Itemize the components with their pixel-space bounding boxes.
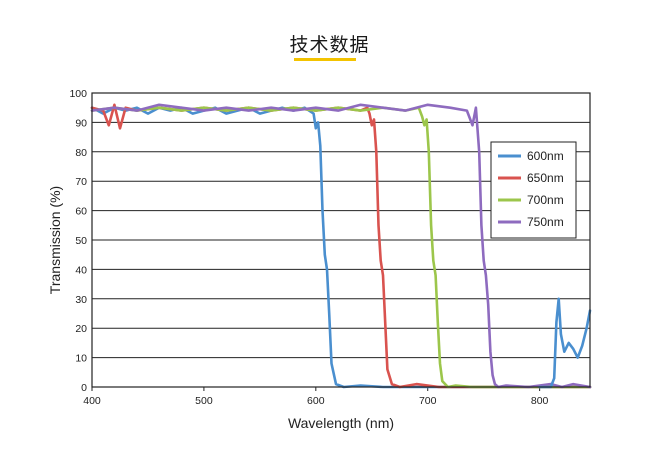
series-line-extra-4 xyxy=(538,297,592,389)
legend-label-700nm: 700nm xyxy=(527,193,564,207)
legend-label-750nm: 750nm xyxy=(527,215,564,229)
y-tick-20: 20 xyxy=(75,323,87,335)
x-tick-400: 400 xyxy=(83,395,101,407)
y-tick-40: 40 xyxy=(75,264,87,276)
y-tick-50: 50 xyxy=(75,235,87,247)
y-tick-labels: 0 10 20 30 40 50 60 70 80 90 100 xyxy=(69,88,87,394)
y-axis-label: Transmission (%) xyxy=(47,186,63,294)
grid-lines xyxy=(91,92,590,391)
x-tick-600: 600 xyxy=(307,395,325,407)
legend-label-600nm: 600nm xyxy=(527,149,564,163)
y-tick-70: 70 xyxy=(75,176,87,188)
x-tick-700: 700 xyxy=(419,395,437,407)
series-line-700nm xyxy=(90,106,592,389)
y-tick-100: 100 xyxy=(69,88,87,100)
y-tick-90: 90 xyxy=(75,117,87,129)
plot-frame xyxy=(91,92,591,388)
y-tick-60: 60 xyxy=(75,206,87,218)
y-tick-30: 30 xyxy=(75,294,87,306)
y-tick-80: 80 xyxy=(75,147,87,159)
legend-label-650nm: 650nm xyxy=(527,171,564,185)
x-tick-800: 800 xyxy=(531,395,549,407)
title-underline xyxy=(294,58,356,61)
x-tick-500: 500 xyxy=(195,395,213,407)
y-tick-0: 0 xyxy=(81,382,87,394)
legend: 600nm 650nm 700nm 750nm xyxy=(490,141,577,239)
page-title: 技术数据 xyxy=(289,35,370,56)
x-axis-label: Wavelength (nm) xyxy=(288,415,394,431)
y-tick-10: 10 xyxy=(75,353,87,365)
x-tick-labels: 400 500 600 700 800 xyxy=(83,395,548,407)
